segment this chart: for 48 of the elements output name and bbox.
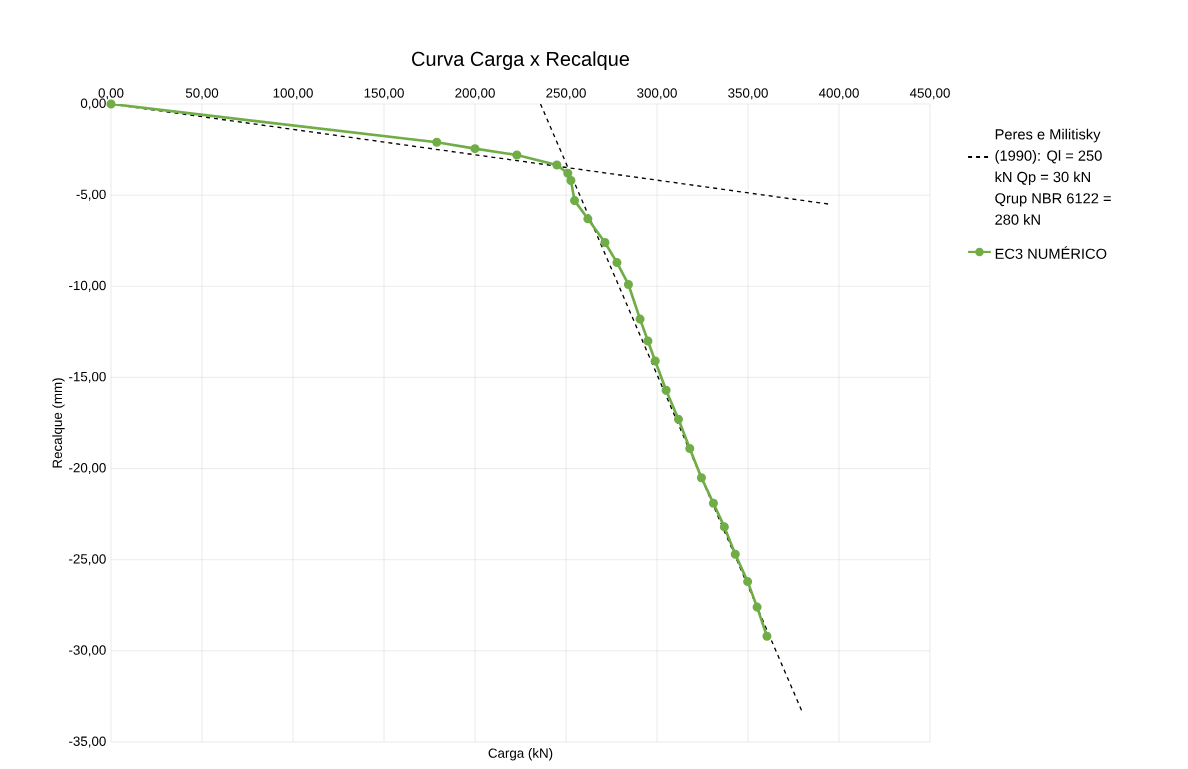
x-tick-label: 50,00 — [185, 88, 219, 100]
x-tick-label: 250,00 — [546, 88, 586, 100]
y-tick-label: -20,00 — [69, 463, 106, 475]
y-tick-label: 0,00 — [80, 98, 106, 110]
point — [719, 522, 729, 532]
point — [512, 150, 522, 160]
x-tick-label: 150,00 — [364, 88, 404, 100]
y-tick-label: -10,00 — [69, 280, 106, 292]
point — [673, 414, 684, 424]
point — [566, 176, 576, 186]
point — [635, 314, 645, 324]
x-tick-label: 0,00 — [98, 88, 124, 100]
point — [106, 99, 116, 109]
point — [752, 602, 762, 612]
point — [623, 279, 633, 289]
point — [570, 196, 580, 206]
point — [643, 336, 653, 346]
y-axis-title: Recalque (mm) — [52, 378, 65, 468]
point — [708, 498, 718, 508]
point — [470, 144, 480, 154]
point — [685, 443, 695, 454]
y-tick-label: -5,00 — [76, 189, 106, 201]
chart-title: Curva Carga x Recalque — [412, 51, 630, 70]
point — [583, 214, 593, 224]
point — [696, 473, 706, 483]
point — [762, 631, 772, 641]
point — [552, 160, 562, 170]
point — [730, 549, 740, 559]
y-tick-label: -30,00 — [69, 645, 106, 657]
point — [600, 237, 610, 248]
y-tick-label: -15,00 — [69, 371, 106, 383]
x-tick-label: 400,00 — [818, 88, 859, 100]
point — [650, 356, 660, 366]
x-tick-label: 300,00 — [637, 88, 677, 100]
x-tick-label: 450,00 — [909, 88, 950, 100]
legend-label: EC3 NUMÉRICO — [995, 246, 1107, 259]
x-tick-label: 100,00 — [273, 88, 313, 100]
x-tick-label: 200,00 — [455, 88, 495, 100]
y-tick-label: -35,00 — [69, 736, 106, 748]
y-tick-label: -25,00 — [69, 554, 106, 566]
text: Peres e Militisky (1990): Ql = 250 kN Qp = 30 kN Qrup NBR 6122 = 280 kN — [995, 128, 1111, 225]
x-tick-label: 350,00 — [728, 88, 768, 100]
point — [661, 385, 671, 395]
point — [432, 137, 442, 147]
point — [612, 258, 622, 268]
point — [563, 168, 573, 178]
point — [743, 577, 753, 587]
x-axis-title: Carga (kN) — [488, 748, 553, 761]
